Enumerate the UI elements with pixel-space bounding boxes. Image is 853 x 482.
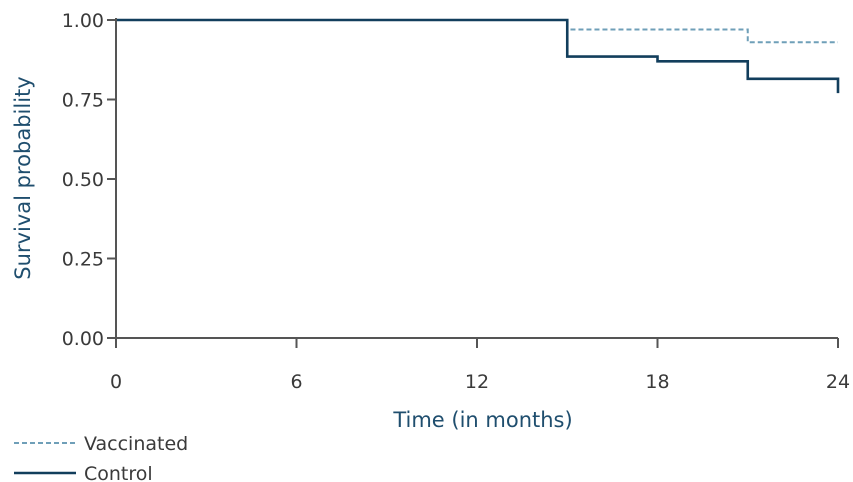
y-tick-label: 0.50	[62, 169, 104, 191]
legend-label-vaccinated: Vaccinated	[84, 433, 188, 455]
y-tick-label: 0.75	[62, 90, 104, 112]
x-tick-label: 24	[826, 371, 850, 393]
x-tick-label: 18	[645, 371, 669, 393]
x-axis-title: Time (in months)	[392, 408, 572, 432]
y-axis-title: Survival probability	[11, 76, 35, 279]
x-tick-label: 6	[290, 371, 302, 393]
legend-label-control: Control	[84, 463, 153, 482]
y-tick-label: 0.00	[62, 328, 104, 350]
x-tick-label: 12	[465, 371, 489, 393]
legend: Vaccinated Control	[14, 433, 188, 482]
y-ticks: 0.00 0.25 0.50 0.75 1.00	[62, 10, 116, 350]
y-tick-label: 1.00	[62, 10, 104, 32]
x-tick-label: 0	[110, 371, 122, 393]
series-line-control	[116, 18, 840, 94]
x-ticks: 0 6 12 18 24	[110, 338, 850, 393]
plot-lines	[116, 18, 840, 94]
axes	[108, 18, 838, 339]
y-tick-label: 0.25	[62, 249, 104, 271]
series-line-vaccinated	[116, 19, 838, 44]
